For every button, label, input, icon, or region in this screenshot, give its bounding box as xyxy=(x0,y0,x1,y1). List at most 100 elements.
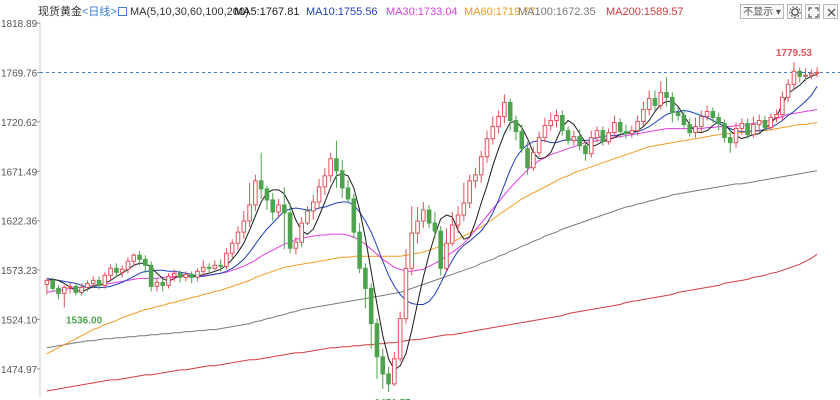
gear-icon[interactable] xyxy=(787,4,802,19)
candle[interactable] xyxy=(392,358,397,385)
candle[interactable] xyxy=(496,116,501,128)
candle[interactable] xyxy=(160,281,166,286)
candle[interactable] xyxy=(270,199,276,213)
candle[interactable] xyxy=(513,120,519,133)
candle[interactable] xyxy=(189,273,194,278)
candle[interactable] xyxy=(571,136,577,142)
candle[interactable] xyxy=(675,111,681,116)
candle[interactable] xyxy=(258,180,264,190)
candle[interactable] xyxy=(490,126,496,140)
close-icon[interactable] xyxy=(823,4,838,19)
candle[interactable] xyxy=(432,222,438,232)
candle[interactable] xyxy=(577,136,582,147)
candle[interactable] xyxy=(143,258,148,266)
candle[interactable] xyxy=(727,137,733,144)
candle[interactable] xyxy=(681,114,687,126)
candle[interactable] xyxy=(548,120,554,127)
candle[interactable] xyxy=(426,209,432,224)
candle[interactable] xyxy=(774,113,779,119)
candle[interactable] xyxy=(797,70,803,77)
candle[interactable] xyxy=(600,130,606,143)
candle[interactable] xyxy=(478,156,484,176)
ma-toggle-icon[interactable] xyxy=(118,7,127,16)
candle[interactable] xyxy=(536,137,542,154)
candle[interactable] xyxy=(588,137,594,155)
candle[interactable] xyxy=(229,242,235,254)
hide-toggle-button[interactable]: 不显示 ▾ xyxy=(740,4,784,19)
candle[interactable] xyxy=(467,180,472,204)
candle[interactable] xyxy=(594,130,600,139)
candle[interactable] xyxy=(461,202,467,216)
candle[interactable] xyxy=(200,266,206,272)
candle[interactable] xyxy=(67,285,73,288)
candle[interactable] xyxy=(357,231,362,269)
candle[interactable] xyxy=(195,270,200,278)
candle[interactable] xyxy=(206,266,212,269)
candle[interactable] xyxy=(716,117,721,125)
candle[interactable] xyxy=(322,175,328,188)
candle[interactable] xyxy=(531,152,536,169)
candle[interactable] xyxy=(73,285,79,293)
candle[interactable] xyxy=(403,267,409,320)
candle[interactable] xyxy=(809,72,814,76)
candle[interactable] xyxy=(444,242,449,269)
candle[interactable] xyxy=(85,282,90,288)
candle[interactable] xyxy=(554,114,559,122)
candle[interactable] xyxy=(484,138,490,158)
candle[interactable] xyxy=(670,96,675,113)
candle[interactable] xyxy=(664,91,669,98)
candle[interactable] xyxy=(507,101,513,122)
candle[interactable] xyxy=(293,241,299,249)
candle[interactable] xyxy=(519,131,525,150)
candle[interactable] xyxy=(762,120,768,129)
candle[interactable] xyxy=(409,232,415,269)
candle[interactable] xyxy=(264,188,270,201)
candle[interactable] xyxy=(438,230,443,269)
candle[interactable] xyxy=(623,131,629,135)
candle[interactable] xyxy=(751,124,756,136)
candle[interactable] xyxy=(791,70,797,85)
candle[interactable] xyxy=(739,123,745,130)
candle[interactable] xyxy=(687,124,692,134)
candle[interactable] xyxy=(154,281,160,287)
candle[interactable] xyxy=(785,83,791,98)
candle[interactable] xyxy=(560,114,565,132)
candle[interactable] xyxy=(334,158,339,172)
candle[interactable] xyxy=(247,204,252,222)
candle[interactable] xyxy=(583,145,588,155)
candle[interactable] xyxy=(635,121,640,132)
candle[interactable] xyxy=(473,174,478,182)
candle[interactable] xyxy=(339,170,345,189)
candle[interactable] xyxy=(166,275,171,286)
candle[interactable] xyxy=(131,254,137,262)
candle[interactable] xyxy=(693,126,698,134)
candle[interactable] xyxy=(316,186,322,203)
candle[interactable] xyxy=(617,122,623,133)
candle[interactable] xyxy=(698,116,704,128)
candle[interactable] xyxy=(287,212,293,249)
candle[interactable] xyxy=(108,267,113,276)
candle[interactable] xyxy=(119,268,125,273)
candle[interactable] xyxy=(704,110,710,118)
candle[interactable] xyxy=(310,201,316,212)
candle[interactable] xyxy=(125,260,131,270)
candle[interactable] xyxy=(606,132,611,143)
candle[interactable] xyxy=(502,101,507,118)
candle[interactable] xyxy=(224,252,229,267)
candle[interactable] xyxy=(177,272,183,278)
candle[interactable] xyxy=(780,96,785,115)
candle[interactable] xyxy=(114,267,119,273)
candle[interactable] xyxy=(148,264,154,287)
candle[interactable] xyxy=(212,264,218,269)
candle[interactable] xyxy=(299,222,304,243)
candle[interactable] xyxy=(363,267,368,289)
candle[interactable] xyxy=(652,97,658,106)
candle[interactable] xyxy=(768,117,774,129)
candle[interactable] xyxy=(56,287,61,294)
candle[interactable] xyxy=(449,224,455,244)
candle[interactable] xyxy=(733,128,739,144)
candle[interactable] xyxy=(345,187,351,200)
candle[interactable] xyxy=(646,97,652,110)
candle[interactable] xyxy=(276,204,281,213)
